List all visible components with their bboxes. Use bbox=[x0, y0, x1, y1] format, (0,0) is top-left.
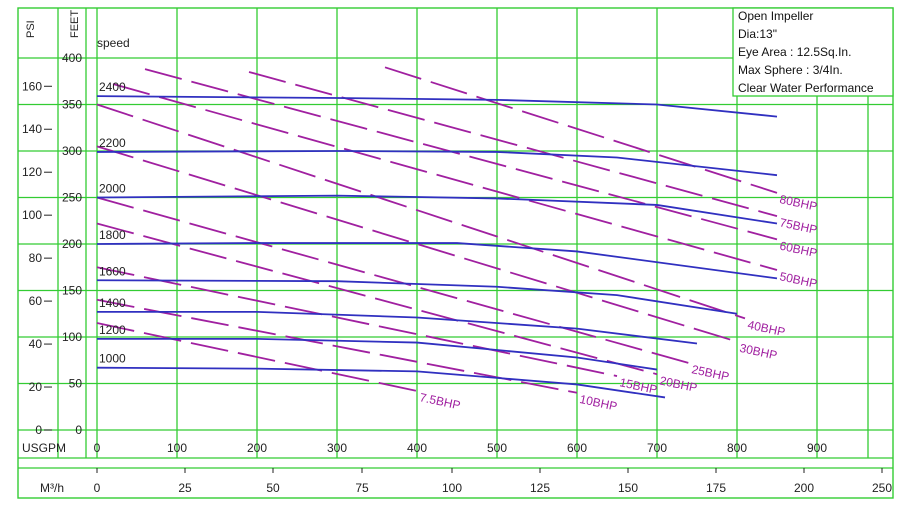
y-feet-tick-label: 400 bbox=[62, 51, 82, 65]
x-tick-label: 700 bbox=[647, 441, 667, 455]
speed-curve-label: 1200 bbox=[99, 323, 126, 337]
bhp-curve bbox=[248, 71, 778, 217]
speed-curve-label: 2000 bbox=[99, 182, 126, 196]
speed-curve bbox=[96, 194, 778, 225]
x-axis-title: USGPM bbox=[22, 441, 66, 455]
x2-tick-label: 100 bbox=[442, 481, 462, 495]
y-feet-tick-label: 300 bbox=[62, 144, 82, 158]
y-feet-tick-label: 350 bbox=[62, 98, 82, 112]
y-feet-tick-label: 50 bbox=[69, 377, 83, 391]
speed-curve-label: 2200 bbox=[99, 136, 126, 150]
y-psi-tick-label: 80 bbox=[29, 251, 43, 265]
bhp-curve-label: 50BHP bbox=[778, 269, 818, 291]
x-tick-label: 300 bbox=[327, 441, 347, 455]
speed-curve bbox=[96, 279, 738, 315]
x2-tick-label: 75 bbox=[355, 481, 369, 495]
speed-curve bbox=[97, 310, 698, 345]
speed-curve-label: 1800 bbox=[99, 228, 126, 242]
x-tick-label: 100 bbox=[167, 441, 187, 455]
speed-curve-label: 1000 bbox=[99, 352, 126, 366]
bhp-curve bbox=[96, 196, 690, 364]
bhp-curve bbox=[144, 68, 778, 241]
x-tick-label: 600 bbox=[567, 441, 587, 455]
bhp-curve-label: 40BHP bbox=[746, 318, 786, 340]
y-feet-tick-label: 250 bbox=[62, 191, 82, 205]
x2-tick-label: 125 bbox=[530, 481, 550, 495]
y-psi-tick-label: 160 bbox=[22, 79, 42, 93]
x2-axis-title: M³/h bbox=[40, 481, 64, 495]
bhp-curve bbox=[96, 222, 658, 376]
speed-header: speed bbox=[97, 36, 130, 50]
bhp-curve-label: 60BHP bbox=[778, 239, 818, 261]
x2-tick-label: 150 bbox=[618, 481, 638, 495]
y-psi-tick-label: 140 bbox=[22, 122, 42, 136]
bhp-curve-label: 20BHP bbox=[658, 373, 698, 395]
bhp-curve bbox=[96, 322, 418, 392]
bhp-curve bbox=[112, 83, 778, 271]
bhp-curve bbox=[96, 266, 618, 377]
speed-curve bbox=[96, 95, 778, 118]
x2-tick-label: 50 bbox=[266, 481, 280, 495]
y-axis-psi-title: PSI bbox=[25, 20, 37, 38]
x2-tick-label: 200 bbox=[794, 481, 814, 495]
y-psi-tick-label: 60 bbox=[29, 294, 43, 308]
x-tick-label: 0 bbox=[94, 441, 101, 455]
y-feet-tick-label: 150 bbox=[62, 284, 82, 298]
speed-curve bbox=[96, 242, 778, 280]
y-psi-tick-label: 0 bbox=[35, 423, 42, 437]
x2-tick-label: 250 bbox=[872, 481, 892, 495]
x-tick-label: 900 bbox=[807, 441, 827, 455]
x-tick-label: 800 bbox=[727, 441, 747, 455]
x-tick-label: 400 bbox=[407, 441, 427, 455]
bhp-curve-label: 80BHP bbox=[778, 192, 818, 214]
x2-tick-label: 175 bbox=[706, 481, 726, 495]
bhp-curve-label: 75BHP bbox=[778, 215, 818, 237]
y-axis-feet-title: FEET bbox=[69, 10, 81, 38]
chart-frame bbox=[17, 7, 894, 499]
speed-curve bbox=[97, 337, 658, 371]
y-psi-tick-label: 100 bbox=[22, 208, 42, 222]
y-psi-tick-label: 120 bbox=[22, 165, 42, 179]
y-psi-tick-label: 20 bbox=[29, 380, 43, 394]
bhp-curve-label: 7.5BHP bbox=[418, 390, 461, 412]
info-box bbox=[732, 7, 894, 97]
x2-tick-label: 0 bbox=[94, 481, 101, 495]
y-psi-tick-label: 40 bbox=[29, 337, 43, 351]
speed-curve bbox=[96, 366, 666, 399]
bhp-curve-label: 10BHP bbox=[578, 392, 618, 414]
speed-curve-label: 1600 bbox=[99, 264, 126, 278]
speed-curve-label: 2400 bbox=[99, 80, 126, 94]
y-feet-tick-label: 100 bbox=[62, 330, 82, 344]
bhp-curve bbox=[96, 103, 746, 320]
bhp-curve-label: 30BHP bbox=[738, 341, 778, 363]
y-feet-tick-label: 0 bbox=[75, 423, 82, 437]
bhp-curve bbox=[96, 145, 738, 343]
x-tick-label: 500 bbox=[487, 441, 507, 455]
y-feet-tick-label: 200 bbox=[62, 237, 82, 251]
x-tick-label: 200 bbox=[247, 441, 267, 455]
x2-tick-label: 25 bbox=[178, 481, 192, 495]
speed-curve-label: 1400 bbox=[99, 296, 126, 310]
bhp-curve bbox=[384, 66, 778, 194]
speed-curve bbox=[96, 150, 778, 177]
